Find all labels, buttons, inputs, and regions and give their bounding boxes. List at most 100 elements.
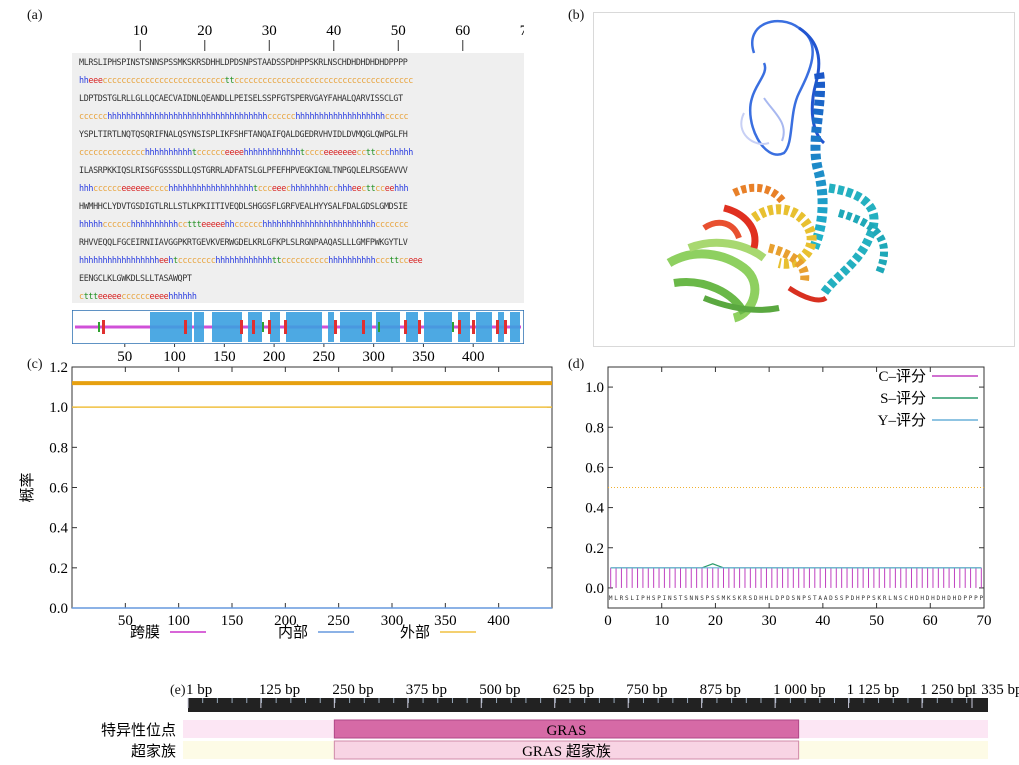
secondary-structure-line: cccccccccccccchhhhhhhhhhtcccccceeeehhhhh… bbox=[79, 147, 413, 157]
sequence-letter: S bbox=[625, 595, 629, 602]
legend-label: S–评分 bbox=[880, 390, 926, 407]
sequence-letter: N bbox=[695, 595, 699, 602]
sequence-letter: K bbox=[727, 595, 731, 602]
x-tick-label: 50 bbox=[118, 613, 133, 629]
sequence-letter: S bbox=[673, 595, 677, 602]
secondary-structure-line: hhhcccccceeeeeecccchhhhhhhhhhhhhhhhhhtcc… bbox=[79, 183, 409, 193]
x-tick-label: 50 bbox=[869, 613, 884, 629]
panel-label-c: (c) bbox=[27, 357, 43, 372]
x-tick-label: 0 bbox=[604, 613, 612, 629]
sequence-letter: R bbox=[620, 595, 624, 602]
bar-tick-label: 50 bbox=[117, 349, 132, 364]
sequence-letter: D bbox=[915, 595, 919, 602]
helix-block bbox=[270, 312, 280, 342]
bp-tick-label: 750 bp bbox=[626, 682, 667, 698]
sequence-letter: S bbox=[840, 595, 844, 602]
secondary-structure-bar bbox=[72, 310, 524, 344]
strand-mark bbox=[404, 320, 407, 334]
sequence-letter: H bbox=[646, 595, 650, 602]
strand-mark bbox=[252, 320, 255, 334]
sequence-letter: P bbox=[781, 595, 785, 602]
sequence-letter: S bbox=[716, 595, 720, 602]
x-tick-label: 20 bbox=[708, 613, 723, 629]
sequence-letter: D bbox=[937, 595, 941, 602]
domain-panel: 1 bp 125 bp 250 bp 375 bp 500 bp 625 bp 750 bp… bbox=[101, 682, 1019, 760]
helix-block bbox=[406, 312, 418, 342]
bar-tick-label: 300 bbox=[362, 349, 385, 364]
bp-tick-label: 250 bp bbox=[332, 682, 373, 698]
sequence-letter: P bbox=[706, 595, 710, 602]
sequence-letter: S bbox=[652, 595, 656, 602]
panel-label-e: (e) bbox=[170, 683, 186, 698]
bp-tick-label: 1 125 bp bbox=[847, 682, 900, 698]
sequence-letter: A bbox=[824, 595, 828, 602]
sequence-letter: S bbox=[732, 595, 736, 602]
sequence-letter: S bbox=[792, 595, 796, 602]
strand-mark bbox=[458, 320, 461, 334]
sequence-letter: S bbox=[899, 595, 903, 602]
protein-ribbon-image bbox=[666, 19, 888, 323]
y-tick-label: 0.8 bbox=[49, 440, 68, 456]
ruler-tick-label: 40 bbox=[326, 23, 341, 39]
turn-mark bbox=[98, 322, 100, 332]
helix-block bbox=[194, 312, 204, 342]
chart-d: 0.00.20.40.60.81.00 10 20 30 40 50 60 70M L R S L I P… bbox=[585, 366, 992, 629]
secondary-structure-line: cccccchhhhhhhhhhhhhhhhhhhhhhhhhhhhhhhhhh… bbox=[79, 111, 409, 121]
sequence-letter: S bbox=[711, 595, 715, 602]
bar-tick-label: 150 bbox=[213, 349, 236, 364]
domain-label: GRAS 超家族 bbox=[522, 743, 611, 760]
sequence-letter: S bbox=[834, 595, 838, 602]
sequence-letter: T bbox=[813, 595, 817, 602]
ruler-tick-label: 50 bbox=[391, 23, 406, 39]
bar-tick-label: 350 bbox=[412, 349, 435, 364]
ruler-tick-label: 20 bbox=[197, 23, 212, 39]
domain-box bbox=[333, 740, 800, 760]
sequence-letter: H bbox=[765, 595, 769, 602]
x-tick-label: 30 bbox=[762, 613, 777, 629]
sequence-letter: M bbox=[722, 595, 726, 602]
secondary-structure-line: cttteeeeecccccceeeehhhhhh bbox=[79, 291, 197, 301]
sequence-letter: P bbox=[802, 595, 806, 602]
ruler-tick-label: 30 bbox=[262, 23, 277, 39]
secondary-structure-line: hhhhhcccccchhhhhhhhhhccttteeeeehhcccccch… bbox=[79, 219, 409, 229]
sequence-letter: D bbox=[786, 595, 790, 602]
secondary-structure-line: hhhhhhhhhhhhhhhhheehtcccccccchhhhhhhhhhh… bbox=[79, 255, 423, 265]
bp-tick-label: 500 bp bbox=[479, 682, 520, 698]
ruler-tick-label: 60 bbox=[455, 23, 470, 39]
bp-tick-label: 625 bp bbox=[553, 682, 594, 698]
strand-mark bbox=[268, 320, 271, 334]
bp-tick-label: 1 335 bp bbox=[970, 682, 1019, 698]
sequence-letter: D bbox=[851, 595, 855, 602]
bar-tick-label: 100 bbox=[163, 349, 186, 364]
sequence-letter: R bbox=[743, 595, 747, 602]
y-tick-label: 0.4 bbox=[49, 521, 68, 537]
y-axis-label: 概率 bbox=[19, 472, 36, 502]
x-tick-label: 150 bbox=[221, 613, 244, 629]
sequence-letter: K bbox=[738, 595, 742, 602]
helix-block bbox=[286, 312, 322, 342]
strand-mark bbox=[472, 320, 475, 334]
sequence-letter: N bbox=[668, 595, 672, 602]
sequence-letter: N bbox=[797, 595, 801, 602]
sequence-letter: P bbox=[980, 595, 984, 602]
strand-mark bbox=[334, 320, 337, 334]
strand-mark bbox=[240, 320, 243, 334]
helix-block bbox=[328, 312, 334, 342]
x-tick-label: 250 bbox=[327, 613, 350, 629]
sequence-letter: K bbox=[877, 595, 881, 602]
strand-mark bbox=[362, 320, 365, 334]
strand-mark bbox=[284, 320, 287, 334]
legend-label: 内部 bbox=[278, 624, 308, 641]
sequence-letter: A bbox=[818, 595, 822, 602]
sequence-line: RHVVEQQLFGCEIRNIIAVGGPKRTGEVKVERWGDELKRL… bbox=[79, 237, 408, 247]
sequence-letter: S bbox=[700, 595, 704, 602]
x-tick-label: 400 bbox=[487, 613, 510, 629]
bar-tick-label: 400 bbox=[462, 349, 485, 364]
bar-tick-label: 200 bbox=[263, 349, 286, 364]
helix-block bbox=[212, 312, 242, 342]
secondary-structure-line: hheeeccccccccccccccccccccccccccttccccccc… bbox=[79, 75, 413, 85]
sequence-letter: D bbox=[926, 595, 930, 602]
sequence-letter: S bbox=[872, 595, 876, 602]
helix-block bbox=[424, 312, 452, 342]
sequence-letter: P bbox=[969, 595, 973, 602]
